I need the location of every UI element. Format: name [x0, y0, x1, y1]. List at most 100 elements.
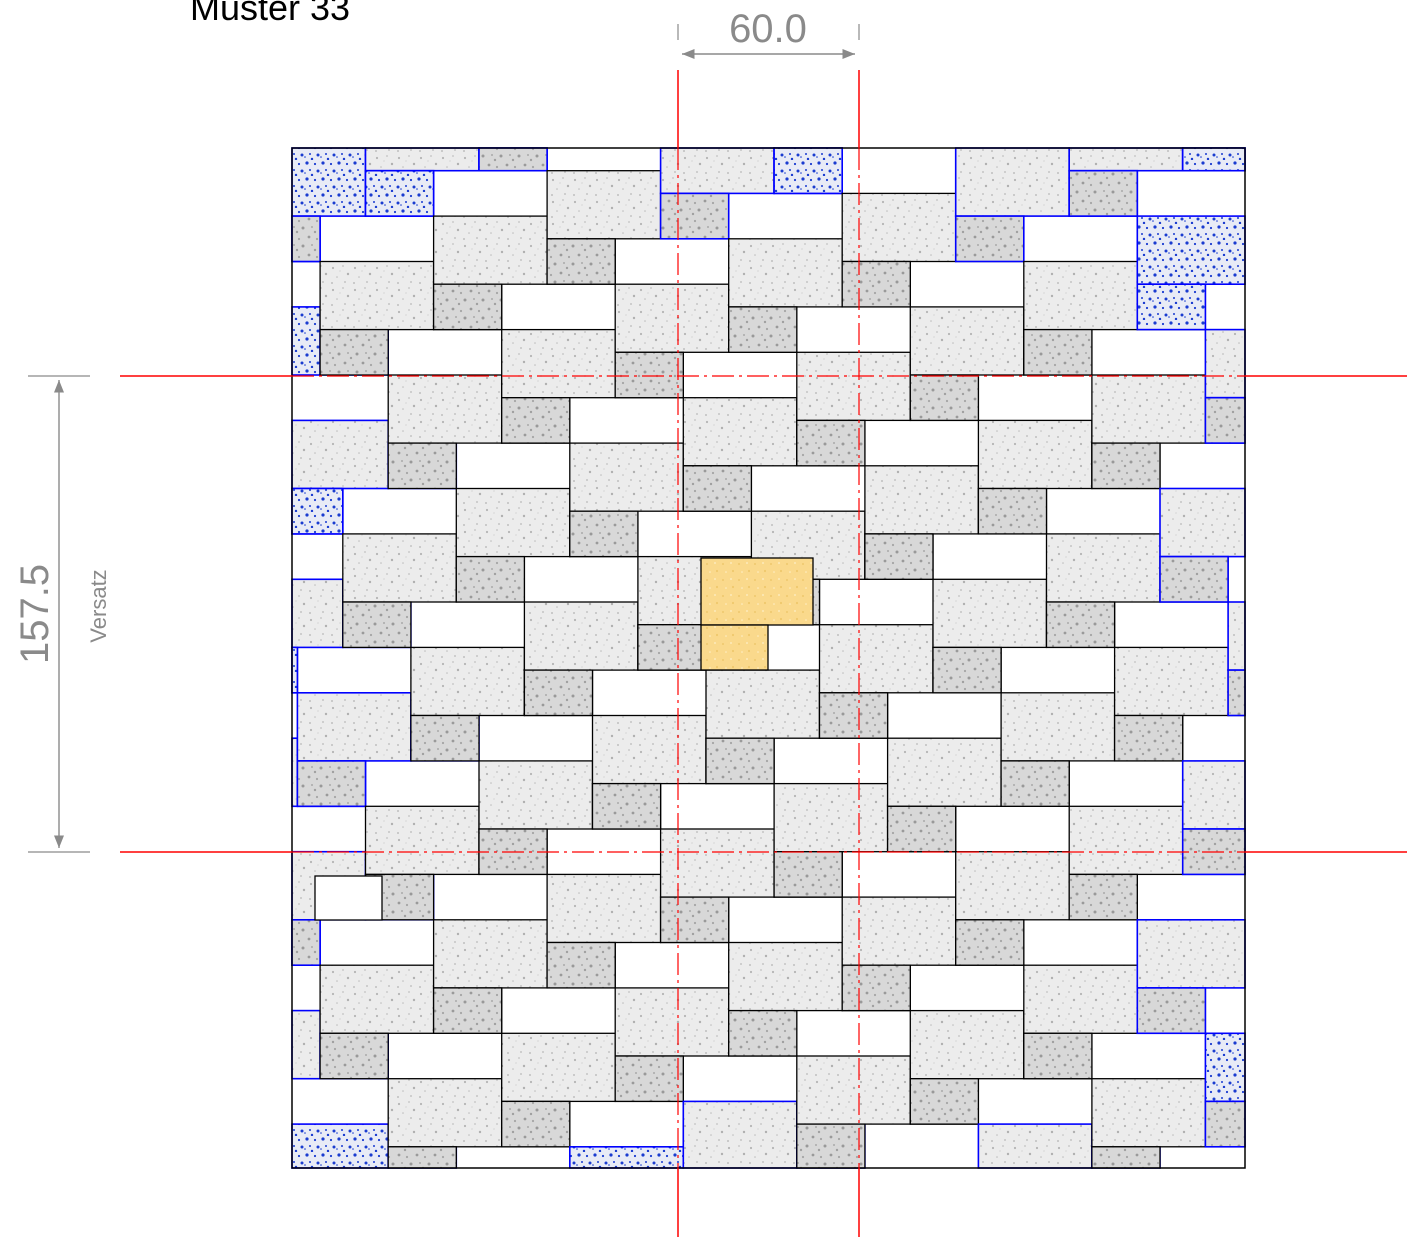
- paving-block: [387, 442, 457, 490]
- paving-slab: [291, 147, 367, 217]
- paving-slab: [319, 260, 435, 331]
- paving-slab: [432, 215, 548, 285]
- paving-slab: [364, 147, 480, 172]
- paving-block: [1068, 873, 1138, 921]
- paving-block: [1091, 442, 1161, 490]
- paving-slab: [432, 919, 548, 989]
- paving-slab: [955, 851, 1070, 921]
- paving-slab: [728, 238, 843, 308]
- paving-block: [773, 851, 843, 898]
- paving-block: [614, 351, 684, 399]
- paving-block: [1023, 1032, 1093, 1080]
- paving-slab: [977, 419, 1093, 490]
- paving-block: [841, 964, 911, 1012]
- paving-slab: [1204, 1032, 1246, 1103]
- paving-slab: [818, 624, 934, 694]
- paving-block: [705, 737, 775, 785]
- paving-slab: [659, 828, 775, 898]
- paving-block: [1159, 555, 1229, 603]
- paving-slab: [705, 669, 821, 739]
- highlight-slab: [700, 557, 814, 626]
- paving-slab: [1181, 760, 1246, 830]
- paving-block: [728, 1009, 798, 1057]
- paving-block: [342, 601, 412, 649]
- paving-block: [478, 147, 548, 172]
- paving-block: [637, 624, 707, 671]
- paving-block: [291, 646, 299, 694]
- paving-block: [886, 805, 957, 853]
- paving-block: [1136, 987, 1207, 1035]
- paving-slab: [1023, 260, 1138, 331]
- paving-block: [682, 465, 753, 512]
- paving-block: [319, 328, 389, 376]
- paving-block: [659, 192, 730, 240]
- dimension-vertical-value: 157.5: [13, 564, 57, 664]
- paving-slab: [864, 465, 980, 535]
- paving-slab: [1204, 328, 1246, 399]
- highlight-block: [700, 624, 769, 671]
- paving-slab: [796, 1055, 911, 1125]
- paving-slab: [1023, 964, 1138, 1034]
- dimension-horizontal: 60.0: [677, 7, 860, 60]
- paving-slab: [342, 533, 457, 603]
- paving-block: [932, 646, 1002, 694]
- paving-block: [291, 918, 321, 966]
- paving-slab: [1136, 215, 1246, 286]
- paving-slab: [455, 487, 571, 558]
- paving-slab: [478, 760, 594, 830]
- paving-slab: [296, 691, 412, 762]
- paving-slab: [1091, 374, 1207, 444]
- paving-block: [977, 487, 1048, 535]
- empty-cell: [314, 875, 383, 921]
- paving-block: [501, 397, 571, 444]
- paving-slab: [796, 351, 911, 422]
- paving-block: [387, 1146, 457, 1169]
- paving-block: [818, 692, 889, 739]
- paving-block: [864, 533, 934, 580]
- paving-block: [909, 1078, 980, 1125]
- paving-slab: [1068, 147, 1184, 172]
- paving-block: [841, 260, 911, 308]
- paving-slab: [954, 147, 1071, 217]
- paving-slab: [909, 1009, 1025, 1080]
- pattern-border: [291, 147, 1246, 1169]
- paving-slab: [291, 1123, 389, 1169]
- paving-block: [591, 782, 662, 830]
- paving-block: [432, 283, 503, 331]
- paving-slab: [291, 578, 344, 649]
- paving-block: [291, 215, 321, 263]
- paving-slab: [291, 419, 389, 490]
- paving-slab: [501, 328, 616, 399]
- paving-slab: [387, 1078, 503, 1148]
- paving-slab: [614, 283, 730, 353]
- paving-slab: [591, 714, 707, 785]
- paving-slab: [728, 941, 843, 1012]
- paving-slab: [1136, 918, 1246, 989]
- paving-block: [796, 419, 866, 467]
- paving-slab: [841, 192, 957, 263]
- repeat-axis-lines: [120, 70, 1407, 1237]
- paving-block: [1091, 1146, 1161, 1169]
- paving-block: [1136, 283, 1207, 331]
- paving-block: [773, 147, 843, 195]
- paving-slab: [932, 578, 1048, 649]
- paving-slab: [568, 1146, 685, 1169]
- paving-slab: [546, 170, 662, 240]
- paving-block: [546, 941, 616, 989]
- paving-block: [410, 714, 480, 762]
- paving-block: [1181, 147, 1246, 172]
- paving-block: [1068, 169, 1139, 217]
- paving-slab: [291, 306, 321, 376]
- paving-block: [523, 669, 594, 717]
- paving-slab: [682, 397, 798, 467]
- paving-slab: [1045, 533, 1161, 603]
- paving-block: [614, 1055, 684, 1103]
- paving-block: [1000, 760, 1070, 807]
- paving-block: [1045, 601, 1116, 649]
- paving-slab: [1159, 487, 1246, 558]
- paving-slab: [977, 1123, 1093, 1169]
- paving-slab: [682, 1100, 798, 1169]
- paving-block: [291, 487, 344, 535]
- page-title: Muster 33: [190, 0, 350, 28]
